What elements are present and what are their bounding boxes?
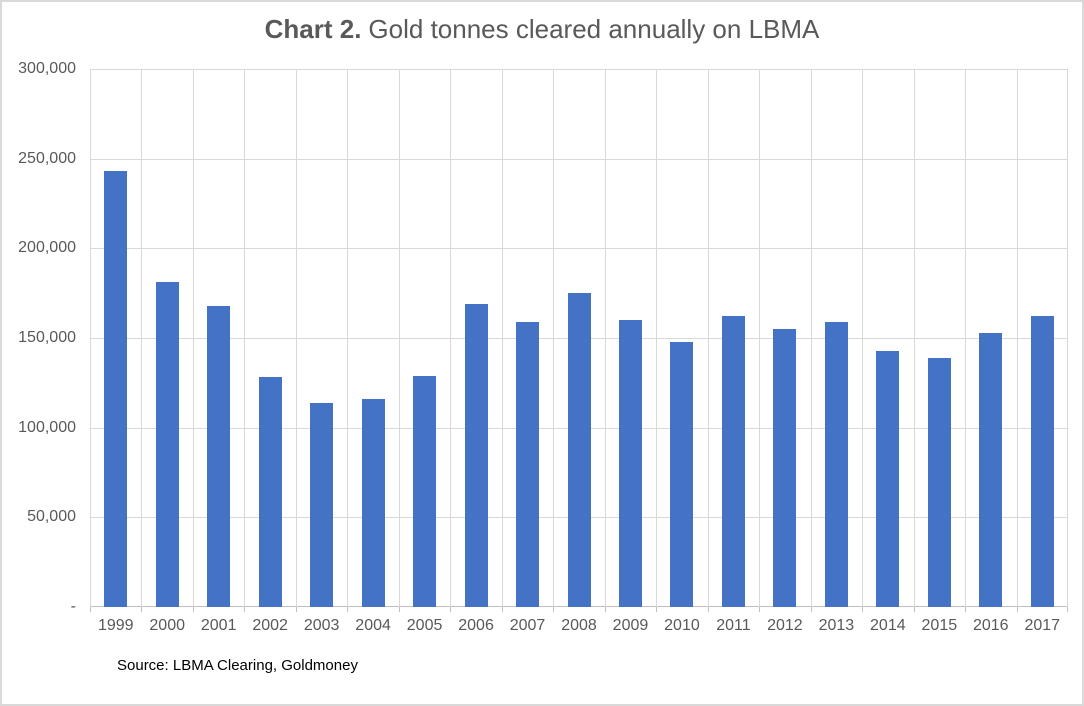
x-axis-label: 2005 bbox=[406, 617, 443, 634]
x-axis-label: 1999 bbox=[97, 617, 134, 634]
horizontal-gridline bbox=[90, 69, 1068, 70]
x-axis-tick bbox=[965, 607, 966, 612]
vertical-gridline bbox=[347, 69, 348, 607]
x-axis-label: 2015 bbox=[921, 617, 958, 634]
vertical-gridline bbox=[656, 69, 657, 607]
vertical-gridline bbox=[244, 69, 245, 607]
x-axis-label: 2007 bbox=[509, 617, 546, 634]
bar-2011 bbox=[722, 316, 745, 607]
bar-2007 bbox=[516, 322, 539, 607]
x-axis-label: 2008 bbox=[561, 617, 597, 634]
x-axis-tick bbox=[914, 607, 915, 612]
bar-2017 bbox=[1031, 316, 1054, 607]
vertical-gridline bbox=[141, 69, 142, 607]
x-axis-label: 2000 bbox=[149, 617, 185, 634]
bar-2002 bbox=[259, 377, 282, 607]
source-note: Source: LBMA Clearing, Goldmoney bbox=[117, 657, 358, 674]
x-axis-tick bbox=[1067, 607, 1068, 612]
horizontal-gridline bbox=[90, 159, 1068, 160]
x-axis-tick bbox=[244, 607, 245, 612]
x-axis-tick bbox=[862, 607, 863, 612]
vertical-gridline bbox=[502, 69, 503, 607]
x-axis-label: 2012 bbox=[767, 617, 803, 634]
chart-title-text: Gold tonnes cleared annually on LBMA bbox=[368, 14, 820, 44]
bar-2012 bbox=[773, 329, 796, 607]
x-axis-tick bbox=[90, 607, 91, 612]
vertical-gridline bbox=[399, 69, 400, 607]
vertical-gridline bbox=[862, 69, 863, 607]
horizontal-gridline bbox=[90, 248, 1068, 249]
vertical-gridline bbox=[90, 69, 91, 607]
vertical-gridline bbox=[193, 69, 194, 607]
x-axis-label: 2014 bbox=[870, 617, 906, 634]
vertical-gridline bbox=[811, 69, 812, 607]
x-axis-tick bbox=[502, 607, 503, 612]
vertical-gridline bbox=[605, 69, 606, 607]
x-axis-label: 2009 bbox=[612, 617, 649, 634]
plot-area bbox=[90, 69, 1068, 612]
bar-2016 bbox=[979, 333, 1002, 607]
vertical-gridline bbox=[450, 69, 451, 607]
x-axis-label: 2006 bbox=[458, 617, 494, 634]
x-axis-tick bbox=[605, 607, 606, 612]
y-axis-label: - bbox=[70, 598, 76, 615]
x-axis-tick bbox=[553, 607, 554, 612]
vertical-gridline bbox=[708, 69, 709, 607]
x-axis-tick bbox=[656, 607, 657, 612]
x-axis-label: 2017 bbox=[1024, 617, 1061, 634]
x-axis-label: 2002 bbox=[252, 617, 288, 634]
x-axis-tick bbox=[347, 607, 348, 612]
bar-2003 bbox=[310, 403, 333, 607]
bar-2015 bbox=[928, 358, 951, 607]
x-axis-tick bbox=[296, 607, 297, 612]
bar-1999 bbox=[104, 171, 127, 607]
bar-2014 bbox=[876, 351, 899, 607]
y-axis-label: 200,000 bbox=[18, 239, 76, 257]
x-axis-tick bbox=[1017, 607, 1018, 612]
bar-2004 bbox=[362, 399, 385, 607]
bar-2010 bbox=[670, 342, 693, 607]
y-axis-label: 150,000 bbox=[18, 329, 76, 346]
bar-2013 bbox=[825, 322, 848, 607]
y-axis-label: 300,000 bbox=[18, 60, 76, 77]
vertical-gridline bbox=[914, 69, 915, 607]
chart-title: Chart 2. Gold tonnes cleared annually on … bbox=[0, 13, 1084, 45]
vertical-gridline bbox=[1017, 69, 1018, 607]
vertical-gridline bbox=[1067, 69, 1068, 607]
x-axis-tick bbox=[399, 607, 400, 612]
y-axis-label: 50,000 bbox=[27, 508, 76, 526]
bar-2006 bbox=[465, 304, 488, 607]
x-axis-tick bbox=[193, 607, 194, 612]
x-axis-label: 2013 bbox=[818, 617, 855, 634]
x-axis-label: 2003 bbox=[303, 617, 340, 634]
x-axis-label: 2010 bbox=[664, 617, 700, 634]
y-axis-label: 250,000 bbox=[18, 149, 76, 167]
y-axis-label: 100,000 bbox=[18, 418, 76, 436]
bar-2009 bbox=[619, 320, 642, 607]
chart-title-number: Chart 2. bbox=[264, 14, 362, 44]
vertical-gridline bbox=[296, 69, 297, 607]
x-axis-label: 2016 bbox=[972, 617, 1009, 634]
x-axis-tick bbox=[811, 607, 812, 612]
x-axis-tick bbox=[141, 607, 142, 612]
x-axis-label: 2004 bbox=[355, 617, 391, 634]
bar-2001 bbox=[207, 306, 230, 607]
bar-2008 bbox=[568, 293, 591, 607]
vertical-gridline bbox=[759, 69, 760, 607]
bar-2000 bbox=[156, 282, 179, 607]
x-axis-label: 2001 bbox=[200, 617, 237, 634]
bar-2005 bbox=[413, 376, 436, 607]
vertical-gridline bbox=[965, 69, 966, 607]
x-axis-tick bbox=[708, 607, 709, 612]
x-axis-tick bbox=[450, 607, 451, 612]
x-axis-tick bbox=[759, 607, 760, 612]
x-axis-label: 2011 bbox=[716, 617, 751, 634]
vertical-gridline bbox=[553, 69, 554, 607]
